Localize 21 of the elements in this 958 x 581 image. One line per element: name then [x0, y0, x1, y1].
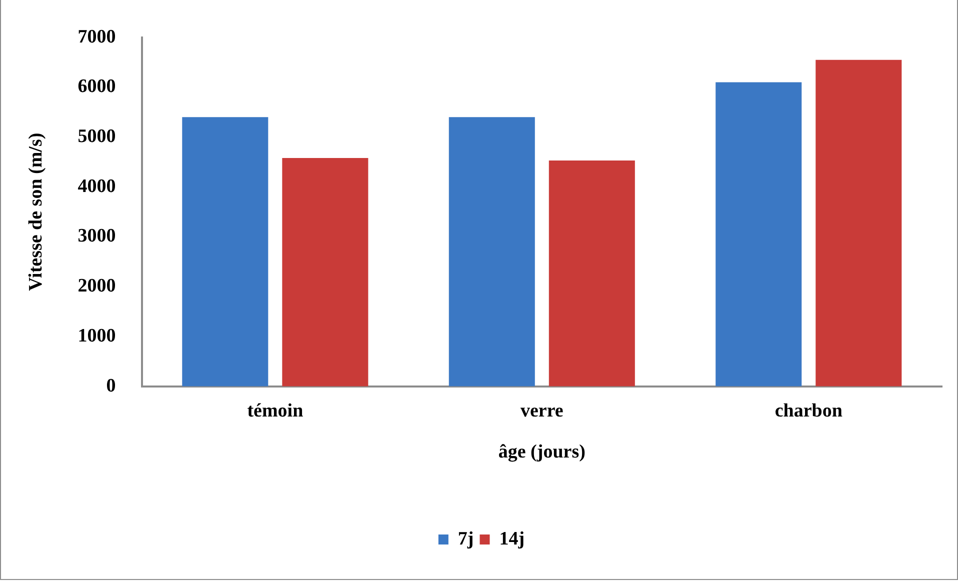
y-axis-title: Vitesse de son (m/s) — [25, 132, 46, 291]
y-tick-label: 0 — [106, 375, 116, 396]
bar — [448, 117, 535, 386]
y-tick-label: 3000 — [78, 226, 116, 247]
legend-label: 14j — [499, 528, 525, 550]
bar — [182, 117, 268, 386]
bar — [548, 160, 635, 386]
x-tick-label: témoin — [247, 400, 304, 422]
y-tick-label: 1000 — [78, 325, 116, 346]
legend-label: 7j — [458, 528, 474, 550]
y-tick-label: 5000 — [78, 126, 116, 148]
y-tick-label: 2000 — [78, 276, 116, 297]
x-axis-title: âge (jours) — [498, 442, 586, 463]
y-tick-label: 7000 — [78, 26, 116, 48]
bar — [716, 82, 802, 386]
y-tick-label: 4000 — [78, 176, 116, 197]
y-tick-label: 6000 — [78, 76, 116, 98]
x-tick-label: verre — [520, 400, 564, 422]
bar — [282, 158, 368, 386]
bar — [816, 60, 902, 386]
x-tick-label: charbon — [774, 400, 843, 422]
